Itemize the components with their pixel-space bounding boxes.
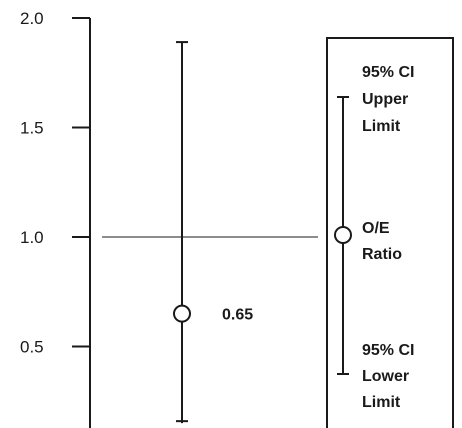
legend-lower-label-line-3: Limit — [362, 394, 401, 411]
legend-point — [334, 226, 352, 244]
y-tick-label-0: 2.0 — [20, 9, 44, 28]
y-tick-label-3: 0.5 — [20, 338, 44, 357]
point-estimate — [173, 304, 191, 323]
legend-middle-label-line-2: Ratio — [362, 246, 402, 263]
point-estimate-label: 0.65 — [222, 307, 253, 324]
y-tick-label-2: 1.0 — [20, 228, 44, 247]
legend-middle-label-line-1: O/E — [362, 220, 390, 237]
y-tick-label-1: 1.5 — [20, 119, 44, 138]
legend-upper-label-line-1: 95% CI — [362, 64, 414, 81]
legend-lower-label-line-1: 95% CI — [362, 342, 414, 359]
legend-upper-label-line-3: Limit — [362, 118, 401, 135]
legend-lower-label-line-2: Lower — [362, 368, 409, 385]
legend: 95% CI Upper Limit O/E Ratio 95% CI Lowe… — [326, 37, 454, 428]
error-bar: 0.65 — [173, 41, 253, 424]
legend-upper-label-line-2: Upper — [362, 91, 408, 108]
y-ticks: 2.0 1.5 1.0 0.5 — [20, 9, 90, 357]
